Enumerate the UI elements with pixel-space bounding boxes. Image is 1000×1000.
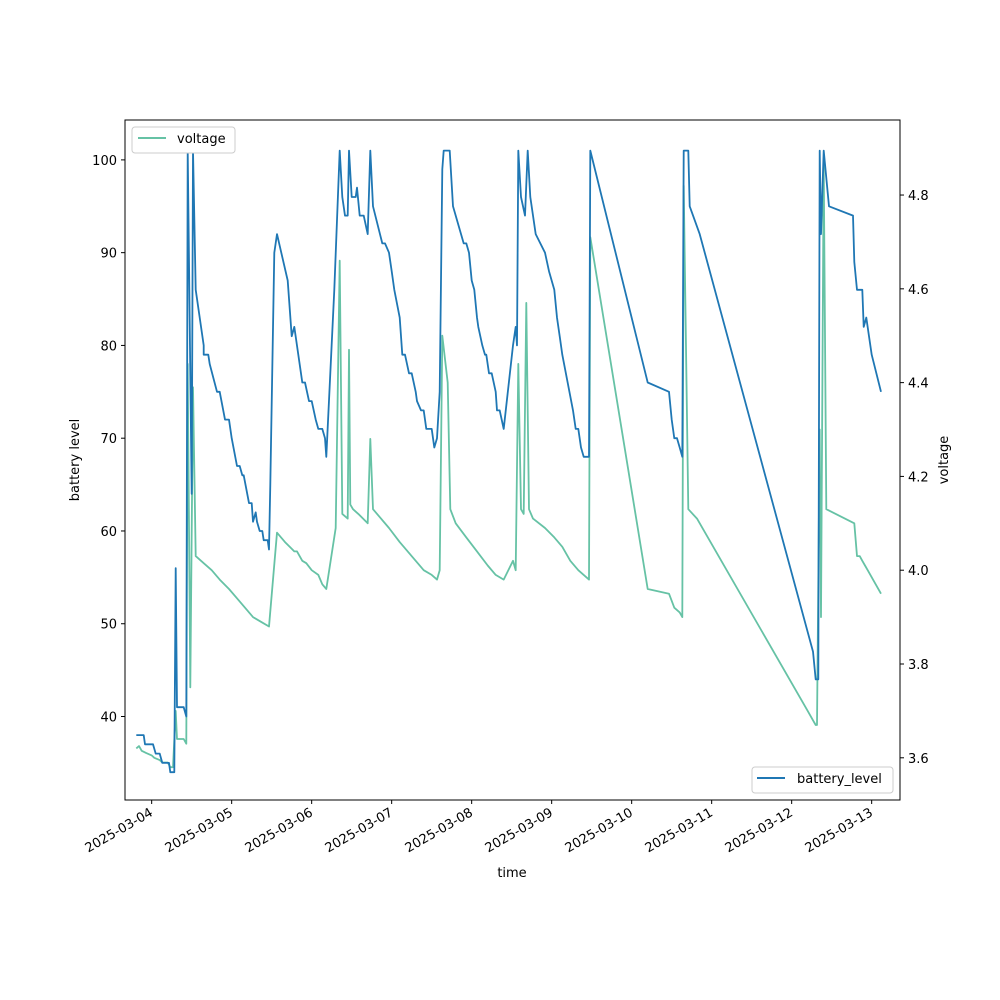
- y-left-tick-label: 90: [100, 247, 117, 262]
- legend-voltage-label: voltage: [177, 132, 226, 147]
- y-right-tick-label: 4.2: [908, 470, 929, 485]
- plot-frame: [124, 119, 901, 801]
- y-left-tick-label: 80: [100, 339, 117, 354]
- series-line-battery-level: [136, 149, 882, 774]
- y-axis-left-title: battery level: [68, 419, 83, 502]
- y-axis-left: 40 50 60 70 80 90 100: [92, 154, 125, 726]
- y-right-tick-label: 3.8: [908, 658, 929, 673]
- y-right-tick-label: 3.6: [908, 752, 929, 767]
- x-axis-title: time: [497, 866, 526, 881]
- legend-battery-level-box: [751, 766, 894, 794]
- legend-voltage-box: [131, 126, 236, 154]
- y-left-tick-label: 50: [100, 618, 117, 633]
- y-right-tick-label: 4.8: [908, 189, 929, 204]
- y-left-tick-label: 100: [92, 154, 117, 169]
- legend-battery-level: battery_level: [751, 766, 894, 794]
- legend-battery-level-label: battery_level: [797, 772, 882, 787]
- y-right-tick-label: 4.0: [908, 564, 929, 579]
- y-left-tick-label: 40: [100, 711, 117, 726]
- y-right-tick-label: 4.4: [908, 377, 929, 392]
- y-right-tick-label: 4.6: [908, 283, 929, 298]
- y-left-tick-label: 70: [100, 432, 117, 447]
- y-left-tick-label: 60: [100, 525, 117, 540]
- series-layer: [135, 149, 882, 774]
- legend-voltage: voltage: [131, 126, 236, 154]
- series-line-voltage: [135, 161, 882, 769]
- y-axis-right-title: voltage: [937, 436, 952, 485]
- y-axis-right: 3.6 3.8 4.0 4.2 4.4 4.6 4.8: [900, 189, 929, 767]
